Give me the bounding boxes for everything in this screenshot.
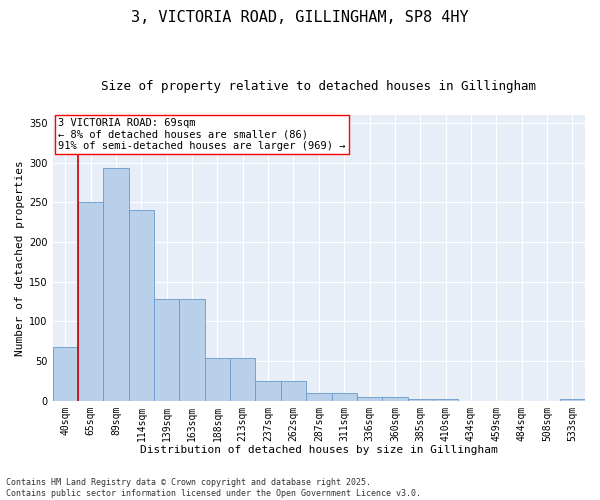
Bar bbox=[306, 393, 332, 400]
Bar bbox=[256, 381, 281, 400]
Bar bbox=[281, 381, 306, 400]
Bar bbox=[560, 399, 585, 400]
Bar bbox=[179, 299, 205, 400]
Bar bbox=[407, 399, 433, 400]
Text: 3 VICTORIA ROAD: 69sqm
← 8% of detached houses are smaller (86)
91% of semi-deta: 3 VICTORIA ROAD: 69sqm ← 8% of detached … bbox=[58, 118, 346, 151]
Bar bbox=[205, 358, 230, 401]
Bar bbox=[103, 168, 129, 400]
Bar bbox=[154, 299, 179, 400]
Bar bbox=[357, 397, 382, 400]
Bar bbox=[433, 399, 458, 400]
X-axis label: Distribution of detached houses by size in Gillingham: Distribution of detached houses by size … bbox=[140, 445, 498, 455]
Bar bbox=[53, 347, 78, 401]
Bar bbox=[382, 397, 407, 400]
Title: Size of property relative to detached houses in Gillingham: Size of property relative to detached ho… bbox=[101, 80, 536, 93]
Bar bbox=[129, 210, 154, 400]
Bar bbox=[230, 358, 256, 401]
Bar bbox=[332, 393, 357, 400]
Text: 3, VICTORIA ROAD, GILLINGHAM, SP8 4HY: 3, VICTORIA ROAD, GILLINGHAM, SP8 4HY bbox=[131, 10, 469, 25]
Bar bbox=[78, 202, 103, 400]
Text: Contains HM Land Registry data © Crown copyright and database right 2025.
Contai: Contains HM Land Registry data © Crown c… bbox=[6, 478, 421, 498]
Y-axis label: Number of detached properties: Number of detached properties bbox=[15, 160, 25, 356]
